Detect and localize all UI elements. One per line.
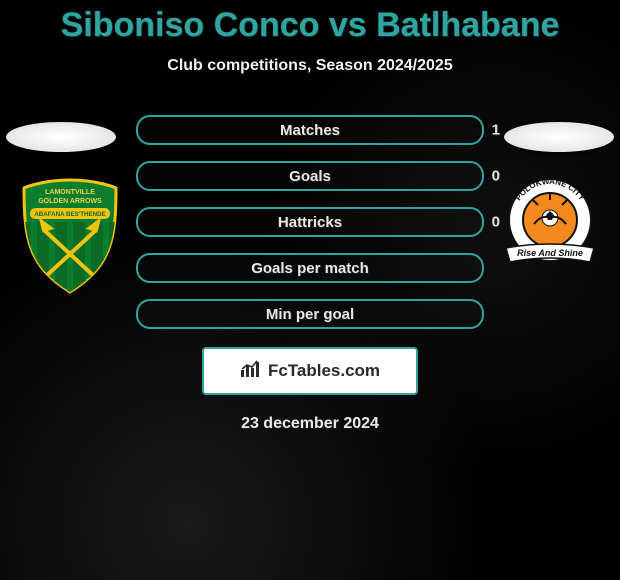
stat-label: Goals — [289, 168, 331, 185]
stat-label: Goals per match — [251, 260, 369, 277]
stat-row: Matches 1 — [136, 115, 484, 145]
subtitle: Club competitions, Season 2024/2025 — [0, 57, 620, 75]
club-badge-left: LAMONTVILLE GOLDEN ARROWS ABAFANA BES'TH… — [20, 178, 120, 286]
stat-row: Goals 0 — [136, 161, 484, 191]
brand-box: FcTables.com — [202, 347, 418, 395]
stat-right-value: 0 — [492, 214, 500, 231]
stat-label: Hattricks — [278, 214, 342, 231]
bar-chart-icon — [240, 360, 262, 383]
date-text: 23 december 2024 — [0, 415, 620, 433]
badge-left-ribbon: ABAFANA BES'THENDE — [34, 211, 105, 218]
stats-container: Matches 1 Goals 0 Hattricks 0 Goals per … — [136, 115, 484, 329]
badge-left-top-text: LAMONTVILLE — [45, 189, 95, 196]
stat-label: Min per goal — [266, 306, 354, 323]
stat-right-value: 0 — [492, 168, 500, 185]
player-avatar-right — [504, 122, 614, 152]
stat-label: Matches — [280, 122, 340, 139]
stat-right-value: 1 — [492, 122, 500, 139]
club-badge-right: POLOKWANE CITY Rise And Shine — [500, 178, 600, 268]
brand-text: FcTables.com — [268, 361, 380, 381]
badge-right-ribbon: Rise And Shine — [517, 248, 583, 258]
stat-row: Goals per match — [136, 253, 484, 283]
page-title: Siboniso Conco vs Batlhabane — [0, 0, 620, 45]
badge-left-mid-text: GOLDEN ARROWS — [38, 198, 102, 205]
player-avatar-left — [6, 122, 116, 152]
stat-row: Min per goal — [136, 299, 484, 329]
stat-row: Hattricks 0 — [136, 207, 484, 237]
